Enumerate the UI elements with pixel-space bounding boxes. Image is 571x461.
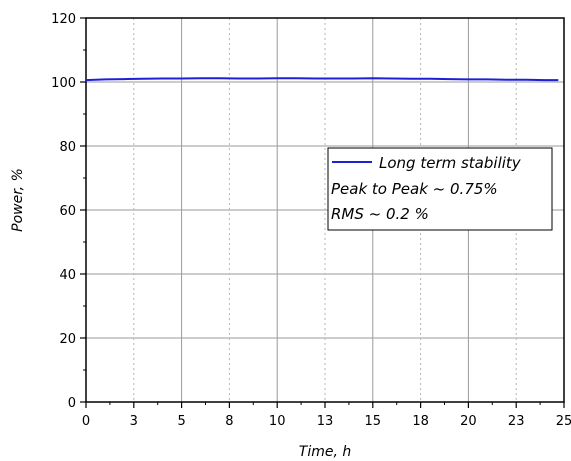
series [85, 77, 559, 82]
y-axis: 0 20 40 60 80 100 120 [51, 12, 86, 411]
x-tick-label: 25 [556, 414, 571, 429]
x-tick-label: 13 [317, 414, 334, 429]
x-tick-label: 23 [508, 414, 525, 429]
x-tick-label: 5 [177, 414, 185, 429]
x-tick-label: 20 [460, 414, 477, 429]
legend-entry: Long term stability [379, 154, 522, 172]
y-tick-label: 20 [59, 332, 76, 347]
y-tick-label: 100 [51, 76, 76, 91]
annotation-rms: RMS ~ 0.2 % [331, 205, 429, 223]
annotation-peak-to-peak: Peak to Peak ~ 0.75% [331, 180, 498, 198]
x-tick-label: 0 [82, 414, 90, 429]
x-tick-label: 3 [130, 414, 138, 429]
y-axis-label: Power, % [10, 168, 26, 232]
x-tick-label: 8 [225, 414, 233, 429]
x-tick-label: 10 [269, 414, 286, 429]
y-tick-label: 80 [59, 140, 76, 155]
x-axis-label: Time, h [299, 444, 351, 460]
legend: Long term stability Peak to Peak ~ 0.75%… [327, 147, 553, 231]
y-tick-label: 120 [51, 12, 76, 27]
x-tick-label: 15 [365, 414, 382, 429]
x-axis: 0 3 5 8 10 13 15 18 20 23 25 [82, 402, 571, 429]
x-tick-label: 18 [412, 414, 429, 429]
series-line [85, 77, 559, 82]
y-tick-label: 40 [59, 268, 76, 283]
y-tick-label: 0 [68, 396, 76, 411]
y-tick-label: 60 [59, 204, 76, 219]
